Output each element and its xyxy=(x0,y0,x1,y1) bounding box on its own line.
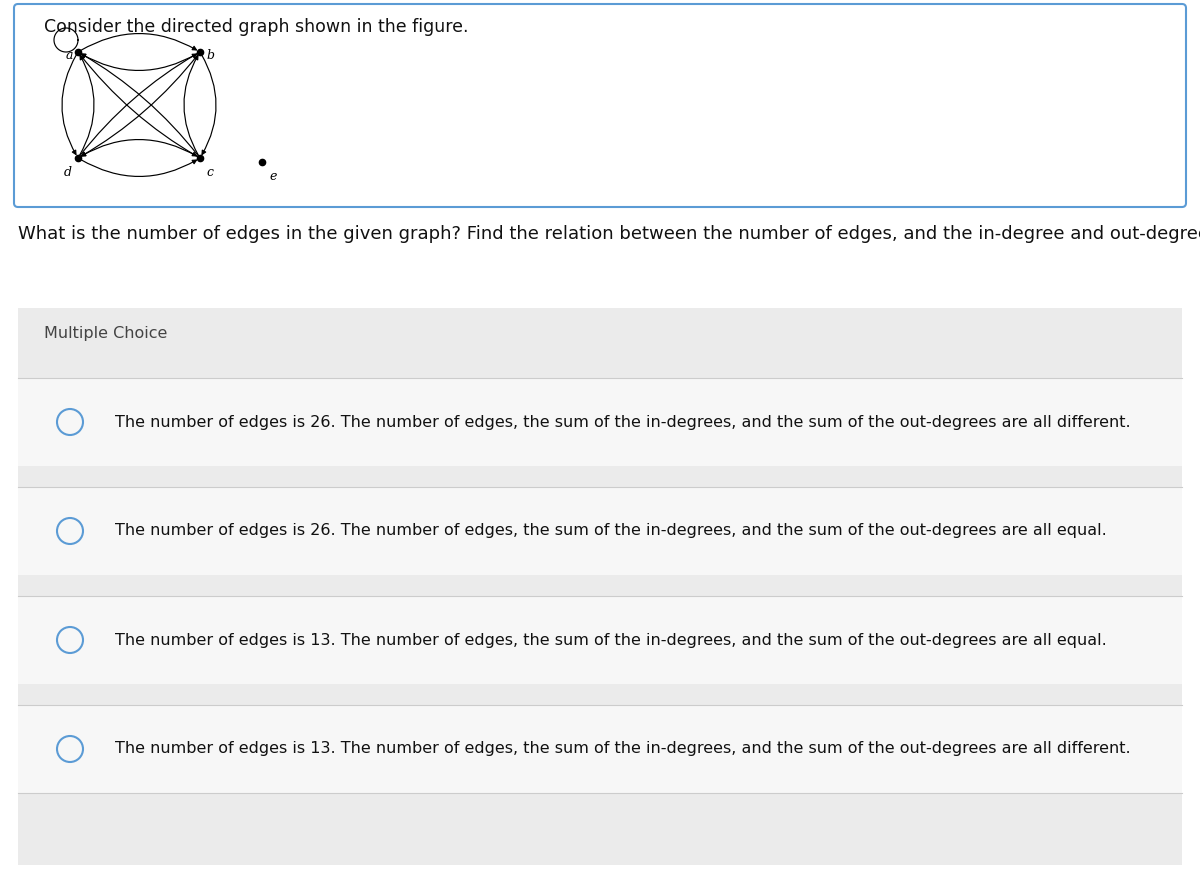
FancyArrowPatch shape xyxy=(80,160,197,176)
Text: a: a xyxy=(66,49,73,62)
FancyBboxPatch shape xyxy=(14,4,1186,207)
Text: Consider the directed graph shown in the figure.: Consider the directed graph shown in the… xyxy=(44,18,468,36)
FancyArrowPatch shape xyxy=(79,54,197,156)
FancyArrowPatch shape xyxy=(79,54,197,156)
Text: b: b xyxy=(206,49,214,62)
FancyArrowPatch shape xyxy=(82,139,198,157)
FancyBboxPatch shape xyxy=(18,308,1182,865)
FancyBboxPatch shape xyxy=(18,378,1182,466)
FancyArrowPatch shape xyxy=(82,53,198,70)
FancyArrowPatch shape xyxy=(82,54,198,156)
FancyBboxPatch shape xyxy=(18,596,1182,684)
FancyArrowPatch shape xyxy=(202,54,216,154)
FancyArrowPatch shape xyxy=(80,33,197,51)
FancyArrowPatch shape xyxy=(184,55,198,155)
Text: The number of edges is 13. The number of edges, the sum of the in-degrees, and t: The number of edges is 13. The number of… xyxy=(115,632,1106,647)
Text: The number of edges is 13. The number of edges, the sum of the in-degrees, and t: The number of edges is 13. The number of… xyxy=(115,741,1130,757)
Text: c: c xyxy=(206,166,214,179)
Text: What is the number of edges in the given graph? Find the relation between the nu: What is the number of edges in the given… xyxy=(18,225,1200,243)
FancyArrowPatch shape xyxy=(79,55,94,155)
FancyArrowPatch shape xyxy=(62,54,77,154)
Text: The number of edges is 26. The number of edges, the sum of the in-degrees, and t: The number of edges is 26. The number of… xyxy=(115,524,1106,538)
Text: e: e xyxy=(269,170,276,183)
Text: Multiple Choice: Multiple Choice xyxy=(44,326,167,341)
Text: The number of edges is 26. The number of edges, the sum of the in-degrees, and t: The number of edges is 26. The number of… xyxy=(115,415,1130,430)
FancyArrowPatch shape xyxy=(82,54,198,156)
Text: d: d xyxy=(64,166,72,179)
FancyBboxPatch shape xyxy=(18,487,1182,575)
FancyBboxPatch shape xyxy=(18,705,1182,793)
